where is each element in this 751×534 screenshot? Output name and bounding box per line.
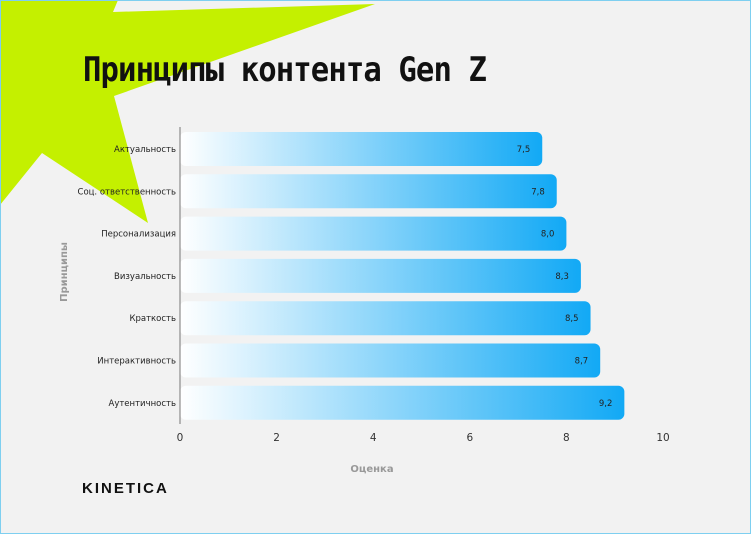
- x-tick-label: 6: [466, 432, 473, 444]
- bar: [180, 132, 543, 166]
- bar: [180, 258, 581, 293]
- bar: [180, 385, 625, 420]
- data-label: 8,5: [565, 314, 579, 324]
- category-label: Соц. ответственность: [78, 187, 176, 197]
- page-title: Принципы контента Gen Z: [83, 50, 487, 90]
- x-tick-label: 2: [273, 432, 280, 444]
- data-label: 9,2: [599, 399, 613, 409]
- x-tick-label: 10: [656, 432, 669, 444]
- kinetica-logo: KINETICA: [82, 480, 169, 497]
- data-label: 8,0: [541, 230, 555, 240]
- x-tick-label: 4: [370, 432, 377, 444]
- bar: [180, 174, 557, 209]
- category-label: Актуальность: [114, 145, 176, 155]
- bar: [180, 216, 567, 251]
- x-tick-label: 0: [177, 432, 184, 444]
- bar: [180, 343, 601, 378]
- category-label: Краткость: [129, 314, 176, 324]
- category-label: Визуальность: [114, 272, 176, 282]
- x-tick-label: 8: [563, 432, 570, 444]
- y-axis-label: Принципы: [59, 242, 70, 302]
- data-label: 8,7: [575, 357, 589, 367]
- category-label: Персонализация: [101, 230, 176, 240]
- data-label: 7,5: [517, 145, 531, 155]
- category-label: Интерактивность: [97, 357, 176, 367]
- data-label: 8,3: [555, 272, 569, 282]
- category-label: Аутентичность: [109, 399, 176, 409]
- x-axis-label: Оценка: [350, 464, 393, 475]
- bar: [180, 301, 591, 336]
- data-label: 7,8: [531, 187, 545, 197]
